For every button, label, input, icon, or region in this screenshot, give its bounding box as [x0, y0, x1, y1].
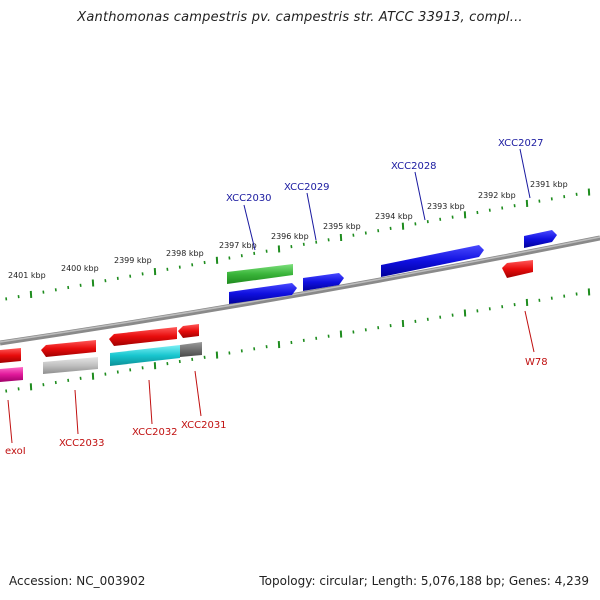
gene-exoi-lower-feature[interactable] — [0, 367, 23, 382]
gene-xcc2027-feature[interactable] — [524, 230, 557, 248]
tick-label: 2392 kbp — [478, 191, 516, 200]
tick-label: 2391 kbp — [530, 180, 568, 189]
gene-exoi-feature[interactable] — [0, 348, 21, 363]
gene-w78-feature[interactable] — [502, 260, 533, 278]
gene-label-exoi[interactable]: exoI — [5, 446, 26, 457]
gene-label-xcc2032[interactable]: XCC2032 — [132, 427, 178, 438]
genome-summary-text: Topology: circular; Length: 5,076,188 bp… — [259, 574, 589, 588]
gene-xcc2030-forward-feature[interactable] — [229, 283, 297, 304]
tick-label: 2399 kbp — [114, 256, 152, 265]
gene-xcc2030-feature[interactable] — [227, 264, 293, 284]
tick-label: 2401 kbp — [8, 271, 46, 280]
reverse-strand-features — [0, 260, 533, 382]
gene-xcc2029-feature[interactable] — [303, 273, 344, 291]
gene-xcc2031-lower-feature[interactable] — [180, 342, 202, 357]
tick-label: 2397 kbp — [219, 241, 257, 250]
gene-xcc2028-feature[interactable] — [381, 245, 484, 277]
gene-label-xcc2030[interactable]: XCC2030 — [226, 193, 272, 204]
accession-text: Accession: NC_003902 — [9, 574, 146, 588]
gene-xcc2033-feature[interactable] — [41, 340, 96, 357]
tick-label: 2396 kbp — [271, 232, 309, 241]
gene-xcc2032-lower-feature[interactable] — [110, 345, 180, 366]
gene-label-w78[interactable]: W78 — [525, 357, 548, 368]
tick-label: 2398 kbp — [166, 249, 204, 258]
gene-label-xcc2029[interactable]: XCC2029 — [284, 182, 330, 193]
gene-label-xcc2028[interactable]: XCC2028 — [391, 161, 437, 172]
gene-label-xcc2027[interactable]: XCC2027 — [498, 138, 544, 149]
gene-label-xcc2031[interactable]: XCC2031 — [181, 420, 227, 431]
tick-label: 2393 kbp — [427, 202, 465, 211]
tick-labels: 2401 kbp 2400 kbp 2399 kbp 2398 kbp 2397 kbp… — [8, 180, 568, 280]
gene-labels: XCC2030 XCC2029 XCC2028 XCC2027 W78 XCC2… — [5, 138, 548, 457]
genome-backbone — [0, 235, 600, 346]
tick-label: 2395 kbp — [323, 222, 361, 231]
tick-label: 2394 kbp — [375, 212, 413, 221]
outer-tick-track — [5, 188, 591, 301]
gene-xcc2031-feature[interactable] — [178, 324, 199, 338]
gene-leader-lines — [7, 148, 535, 444]
map-title: Xanthomonas campestris pv. campestris st… — [77, 10, 523, 25]
forward-strand-features — [227, 230, 557, 304]
gene-xcc2033-lower-feature[interactable] — [43, 357, 98, 374]
genome-backbone-highlight — [0, 236, 600, 343]
scale-ruler: 2401 kbp 2400 kbp 2399 kbp 2398 kbp 2397 kbp… — [5, 180, 591, 393]
tick-label: 2400 kbp — [61, 264, 99, 273]
inner-tick-track — [5, 288, 591, 393]
gene-label-xcc2033[interactable]: XCC2033 — [59, 438, 105, 449]
gene-xcc2032-feature[interactable] — [109, 327, 177, 346]
